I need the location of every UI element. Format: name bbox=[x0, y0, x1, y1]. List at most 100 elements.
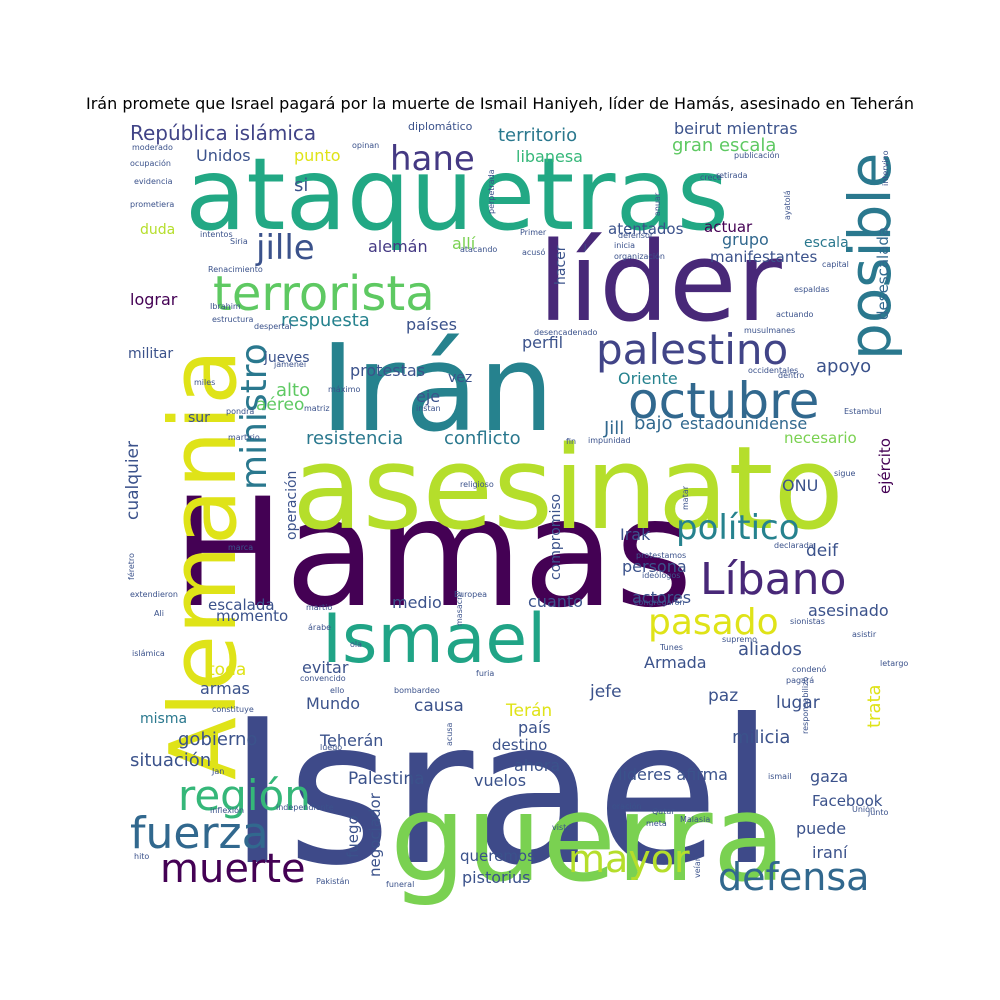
word-operación: operación bbox=[284, 471, 300, 540]
word-muerte: muerte bbox=[160, 846, 306, 892]
word-féretro: féretro bbox=[126, 553, 136, 580]
word-desencadenado: desencadenado bbox=[534, 328, 598, 337]
word-ocupación: ocupación bbox=[130, 158, 171, 168]
word-apoyo: apoyo bbox=[816, 356, 871, 377]
word-república-islámica: República islámica bbox=[130, 121, 316, 145]
word-perfil: perfil bbox=[522, 333, 563, 352]
word-publicación: publicación bbox=[734, 150, 780, 160]
word-extendieron: extendieron bbox=[130, 590, 178, 599]
word-escalada: escalada bbox=[208, 596, 275, 614]
word-palestino: palestino bbox=[596, 325, 788, 374]
word-j: J bbox=[583, 243, 586, 252]
word-qatar: Qatar bbox=[652, 807, 675, 816]
word-actuando: actuando bbox=[776, 310, 814, 319]
word-letargo: letargo bbox=[880, 659, 908, 668]
word-impunidad: impunidad bbox=[588, 436, 631, 445]
word-inicia: inicia bbox=[614, 241, 635, 250]
word-resistencia: resistencia bbox=[306, 428, 403, 449]
word-hito: hito bbox=[134, 852, 149, 861]
word-palestina: Palestina bbox=[348, 769, 425, 789]
word-armada: Armada bbox=[644, 653, 707, 672]
word-martirio: martirio bbox=[228, 433, 260, 442]
word-mayor: mayor bbox=[568, 837, 690, 881]
word-unión: Unión bbox=[852, 804, 875, 814]
word-jille: jille bbox=[255, 228, 315, 268]
word-furia: furia bbox=[476, 669, 494, 678]
word-iraní: iraní bbox=[812, 843, 848, 862]
word-ismael: Ismael bbox=[322, 600, 546, 679]
word-político: político bbox=[676, 508, 800, 548]
word-inflexión: inflexión bbox=[210, 805, 244, 815]
word-bombardeo: bombardeo bbox=[394, 686, 440, 695]
word-estructura: estructura bbox=[212, 315, 253, 324]
word-bajo: bajo bbox=[634, 413, 672, 434]
word-jamenei: jamenei bbox=[273, 360, 306, 369]
word-alto: alto bbox=[276, 380, 310, 401]
word-musulmanes: musulmanes bbox=[744, 326, 795, 335]
word-responsabilizó: responsabilizó bbox=[800, 677, 810, 734]
word-acusa: acusa bbox=[445, 722, 454, 746]
word-occidentales: occidentales bbox=[748, 366, 798, 375]
word-retirada: retirada bbox=[716, 171, 748, 180]
word-supremo: supremo bbox=[722, 635, 757, 644]
word-pistorius: pistorius bbox=[462, 868, 531, 887]
word-visto: visto bbox=[552, 823, 571, 832]
word-deif: deif bbox=[806, 541, 839, 561]
word-protestas: protestas bbox=[350, 361, 425, 380]
word-sur: sur bbox=[188, 410, 210, 426]
word-estambul: Estambul bbox=[844, 407, 881, 416]
word-ataquetras: ataquetras bbox=[185, 136, 729, 253]
word-persona: persona bbox=[622, 557, 687, 576]
word-junto: junto bbox=[867, 808, 889, 817]
word-asesinato: asesinato bbox=[292, 422, 844, 556]
word-renacimiento: Renacimiento bbox=[208, 265, 263, 274]
word-miles: miles bbox=[194, 378, 215, 387]
word-árabe: árabe bbox=[308, 623, 331, 632]
word-ideólogos: ideólogos bbox=[642, 570, 680, 580]
word-funeral: funeral bbox=[386, 880, 414, 889]
word-prometiera: prometiera bbox=[130, 200, 174, 209]
word-medio: medio bbox=[392, 593, 442, 612]
word-meta: meta bbox=[646, 819, 667, 828]
word-máximo: máximo bbox=[328, 385, 360, 394]
word-jueves: jueves bbox=[263, 350, 310, 366]
word-primer: Primer bbox=[520, 228, 547, 237]
word-atentados: atentados bbox=[608, 220, 684, 238]
word-causa: causa bbox=[414, 696, 464, 716]
word-países: países bbox=[406, 315, 457, 334]
word-guerra: guerra bbox=[390, 770, 786, 909]
word-conflicto: conflicto bbox=[444, 428, 521, 449]
word-defensa: defensa bbox=[718, 855, 869, 899]
word-intervino: intervino bbox=[881, 150, 890, 186]
word-libanesa: libanesa bbox=[516, 147, 583, 166]
word-oración: oración bbox=[612, 801, 642, 811]
word-ola: ola bbox=[350, 640, 362, 649]
word-evidencia: evidencia bbox=[134, 177, 173, 186]
word-eje: eje bbox=[416, 387, 440, 406]
word-lograr: lograr bbox=[130, 290, 178, 309]
word-capital: capital bbox=[822, 260, 849, 269]
word-perpetrada: perpetrada bbox=[487, 169, 496, 214]
word-instan: instan bbox=[416, 404, 441, 413]
word-punto: punto bbox=[294, 146, 341, 165]
word-desescalada: desescalada bbox=[874, 227, 892, 320]
word-islámica: islámica bbox=[132, 649, 165, 658]
word-ismail: ismail bbox=[768, 772, 792, 781]
word-crece: crece bbox=[700, 173, 722, 182]
word-teherán: Teherán bbox=[319, 731, 383, 750]
word-condenó: condenó bbox=[792, 664, 826, 674]
word-queremos: queremos bbox=[460, 847, 535, 865]
word-asesinado: asesinado bbox=[808, 601, 889, 620]
word-puede: puede bbox=[796, 819, 846, 838]
word-veían: veían bbox=[693, 856, 702, 878]
word-despertar: despertar bbox=[254, 322, 293, 331]
word-si: si bbox=[294, 175, 308, 196]
word-hacer: hacer bbox=[553, 245, 569, 285]
word-región: región bbox=[178, 771, 311, 820]
word-marca: marca bbox=[228, 543, 253, 552]
word-evitar: evitar bbox=[302, 658, 349, 677]
word-terrorista: terrorista bbox=[213, 266, 435, 322]
word-cuanto: cuanto bbox=[528, 592, 583, 611]
word-matar: matar bbox=[681, 485, 690, 510]
